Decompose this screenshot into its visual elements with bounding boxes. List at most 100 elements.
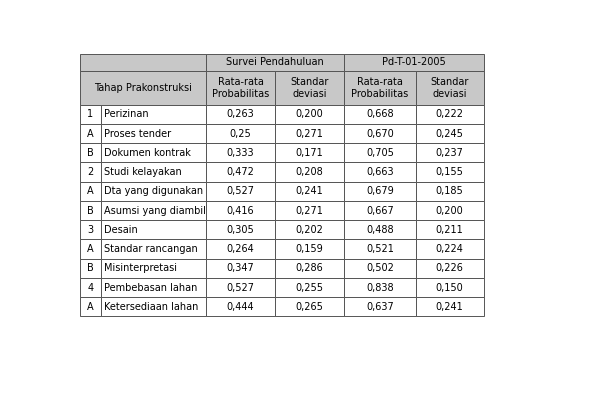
Bar: [275, 182, 344, 201]
Text: Dta yang digunakan: Dta yang digunakan: [104, 186, 203, 196]
Bar: [207, 162, 275, 182]
Text: Standar
deviasi: Standar deviasi: [430, 77, 469, 99]
Bar: [207, 143, 275, 162]
Bar: [275, 105, 344, 124]
Text: 0,241: 0,241: [436, 302, 464, 312]
Text: 0,347: 0,347: [227, 263, 254, 273]
Bar: [101, 201, 207, 220]
Bar: [344, 240, 416, 259]
Bar: [344, 54, 484, 71]
Text: Asumsi yang diambil: Asumsi yang diambil: [104, 206, 206, 216]
Text: 0,264: 0,264: [227, 244, 254, 254]
Bar: [275, 201, 344, 220]
Text: 0,222: 0,222: [436, 109, 464, 119]
Text: A: A: [87, 302, 94, 312]
Bar: [80, 278, 101, 297]
Text: 0,241: 0,241: [296, 186, 324, 196]
Bar: [101, 259, 207, 278]
Text: Proses tender: Proses tender: [104, 129, 171, 139]
Text: 0,211: 0,211: [436, 225, 464, 235]
Text: Desain: Desain: [104, 225, 138, 235]
Text: 0,305: 0,305: [227, 225, 254, 235]
Text: 0,265: 0,265: [296, 302, 324, 312]
Text: Pd-T-01-2005: Pd-T-01-2005: [382, 57, 446, 67]
Text: 0,333: 0,333: [227, 148, 254, 158]
Bar: [80, 54, 207, 71]
Bar: [80, 162, 101, 182]
Bar: [416, 71, 484, 105]
Bar: [80, 297, 101, 316]
Text: 0,185: 0,185: [436, 186, 464, 196]
Bar: [101, 278, 207, 297]
Bar: [344, 162, 416, 182]
Bar: [344, 105, 416, 124]
Text: B: B: [87, 206, 94, 216]
Bar: [416, 124, 484, 143]
Text: 0,155: 0,155: [436, 167, 464, 177]
Bar: [80, 240, 101, 259]
Bar: [416, 143, 484, 162]
Bar: [275, 124, 344, 143]
Text: 0,444: 0,444: [227, 302, 254, 312]
Text: 0,527: 0,527: [226, 186, 254, 196]
Bar: [344, 201, 416, 220]
Bar: [275, 297, 344, 316]
Text: 0,637: 0,637: [366, 302, 394, 312]
Text: 0,150: 0,150: [436, 283, 464, 293]
Bar: [207, 240, 275, 259]
Text: 0,202: 0,202: [296, 225, 324, 235]
Text: 0,245: 0,245: [436, 129, 464, 139]
Bar: [275, 259, 344, 278]
Bar: [416, 182, 484, 201]
Text: 0,679: 0,679: [366, 186, 394, 196]
Bar: [80, 143, 101, 162]
Bar: [207, 124, 275, 143]
Bar: [416, 259, 484, 278]
Bar: [344, 259, 416, 278]
Bar: [275, 162, 344, 182]
Bar: [101, 124, 207, 143]
Bar: [275, 240, 344, 259]
Bar: [80, 259, 101, 278]
Bar: [207, 105, 275, 124]
Bar: [207, 297, 275, 316]
Text: 0,208: 0,208: [296, 167, 324, 177]
Text: 0,667: 0,667: [366, 206, 394, 216]
Bar: [416, 220, 484, 240]
Bar: [207, 201, 275, 220]
Text: 0,670: 0,670: [366, 129, 394, 139]
Bar: [207, 220, 275, 240]
Text: 0,705: 0,705: [366, 148, 394, 158]
Text: A: A: [87, 244, 94, 254]
Text: 0,25: 0,25: [230, 129, 251, 139]
Bar: [80, 105, 101, 124]
Bar: [344, 124, 416, 143]
Bar: [80, 201, 101, 220]
Text: 0,838: 0,838: [366, 283, 394, 293]
Text: B: B: [87, 148, 94, 158]
Text: 0,171: 0,171: [296, 148, 324, 158]
Bar: [275, 143, 344, 162]
Text: 0,521: 0,521: [366, 244, 394, 254]
Text: Dokumen kontrak: Dokumen kontrak: [104, 148, 191, 158]
Text: 0,286: 0,286: [296, 263, 324, 273]
Text: 0,416: 0,416: [227, 206, 254, 216]
Bar: [344, 182, 416, 201]
Text: Ketersediaan lahan: Ketersediaan lahan: [104, 302, 198, 312]
Text: Misinterpretasi: Misinterpretasi: [104, 263, 177, 273]
Text: Tahap Prakonstruksi: Tahap Prakonstruksi: [94, 83, 192, 93]
Bar: [275, 71, 344, 105]
Bar: [344, 220, 416, 240]
Text: 0,271: 0,271: [296, 206, 324, 216]
Bar: [80, 220, 101, 240]
Bar: [101, 182, 207, 201]
Bar: [80, 182, 101, 201]
Bar: [80, 124, 101, 143]
Text: 0,159: 0,159: [296, 244, 324, 254]
Text: 0,663: 0,663: [366, 167, 394, 177]
Text: Rata-rata
Probabilitas: Rata-rata Probabilitas: [352, 77, 408, 99]
Bar: [416, 105, 484, 124]
Bar: [101, 105, 207, 124]
Bar: [207, 182, 275, 201]
Text: 0,527: 0,527: [226, 283, 254, 293]
